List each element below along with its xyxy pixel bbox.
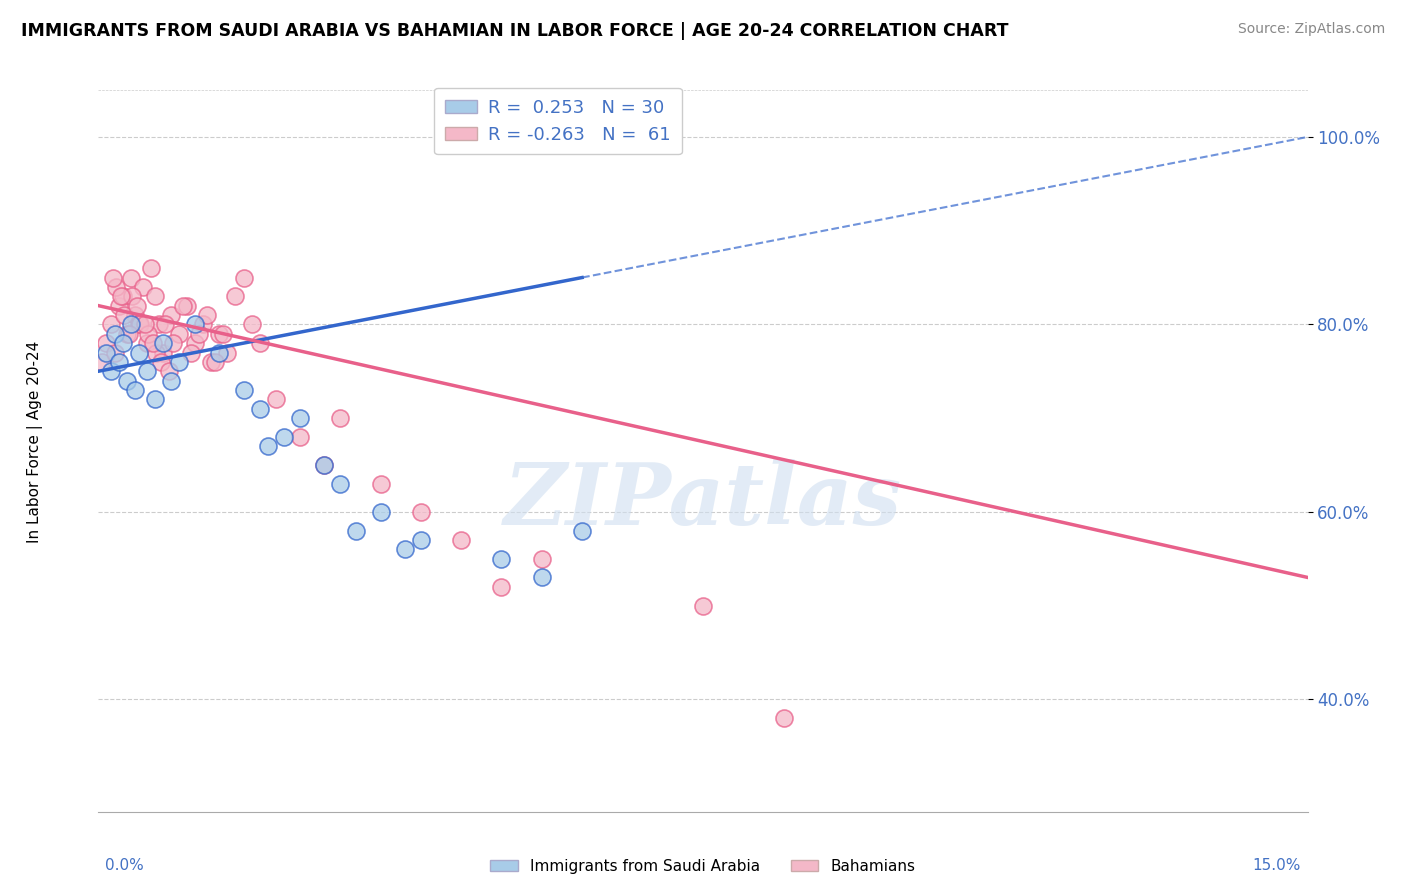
Point xyxy=(96,336,118,351)
Point xyxy=(188,326,211,341)
Point xyxy=(212,326,235,341)
Point xyxy=(160,308,183,322)
Point xyxy=(162,336,184,351)
Point xyxy=(152,345,174,359)
Point xyxy=(217,345,239,359)
Point xyxy=(450,533,472,547)
Point xyxy=(135,336,157,351)
Point xyxy=(101,270,124,285)
Point xyxy=(103,326,125,341)
Text: IMMIGRANTS FROM SAUDI ARABIA VS BAHAMIAN IN LABOR FORCE | AGE 20-24 CORRELATION : IMMIGRANTS FROM SAUDI ARABIA VS BAHAMIAN… xyxy=(21,22,1008,40)
Point xyxy=(115,374,138,388)
Point xyxy=(91,355,114,369)
Point xyxy=(184,336,207,351)
Point xyxy=(409,505,432,519)
Text: 15.0%: 15.0% xyxy=(1253,858,1301,872)
Point xyxy=(139,261,162,276)
Point xyxy=(571,524,593,538)
Point xyxy=(314,458,336,472)
Point xyxy=(100,318,122,332)
Point xyxy=(172,299,194,313)
Point xyxy=(143,289,166,303)
Point xyxy=(132,280,155,294)
Point xyxy=(157,364,180,378)
Point xyxy=(115,326,138,341)
Y-axis label: In Labor Force | Age 20-24: In Labor Force | Age 20-24 xyxy=(27,341,42,542)
Point xyxy=(142,336,165,351)
Point xyxy=(152,336,174,351)
Point xyxy=(134,318,156,332)
Point xyxy=(107,299,129,313)
Point xyxy=(145,345,167,359)
Point xyxy=(530,570,553,584)
Point xyxy=(288,430,311,444)
Point xyxy=(329,411,352,425)
Point xyxy=(370,476,392,491)
Point xyxy=(200,355,222,369)
Point xyxy=(195,308,218,322)
Text: 0.0%: 0.0% xyxy=(105,858,145,872)
Point xyxy=(110,289,132,303)
Point xyxy=(111,289,134,303)
Point xyxy=(100,364,122,378)
Point xyxy=(96,345,118,359)
Point xyxy=(370,505,392,519)
Point xyxy=(232,383,254,397)
Point xyxy=(120,270,142,285)
Point xyxy=(288,411,311,425)
Point xyxy=(249,401,271,416)
Point xyxy=(208,326,231,341)
Point xyxy=(143,392,166,407)
Text: Source: ZipAtlas.com: Source: ZipAtlas.com xyxy=(1237,22,1385,37)
Point xyxy=(329,476,352,491)
Text: ZIPatlas: ZIPatlas xyxy=(503,459,903,542)
Point xyxy=(150,355,173,369)
Point xyxy=(112,308,135,322)
Point xyxy=(160,374,183,388)
Point xyxy=(127,299,149,313)
Point xyxy=(107,355,129,369)
Point xyxy=(491,551,513,566)
Point xyxy=(153,318,176,332)
Point xyxy=(180,345,202,359)
Point xyxy=(118,326,141,341)
Legend: Immigrants from Saudi Arabia, Bahamians: Immigrants from Saudi Arabia, Bahamians xyxy=(484,853,922,880)
Point xyxy=(232,270,254,285)
Point xyxy=(111,336,134,351)
Point xyxy=(204,355,226,369)
Point xyxy=(344,524,367,538)
Point xyxy=(120,318,142,332)
Point xyxy=(103,345,125,359)
Point xyxy=(129,318,152,332)
Point xyxy=(135,364,157,378)
Point xyxy=(273,430,295,444)
Point xyxy=(256,439,278,453)
Point xyxy=(124,308,146,322)
Point xyxy=(124,383,146,397)
Point xyxy=(105,280,128,294)
Point xyxy=(167,355,190,369)
Point xyxy=(167,326,190,341)
Point xyxy=(772,711,794,725)
Point xyxy=(193,318,215,332)
Point xyxy=(208,345,231,359)
Point xyxy=(128,345,150,359)
Point xyxy=(409,533,432,547)
Point xyxy=(249,336,271,351)
Point xyxy=(128,318,150,332)
Point xyxy=(264,392,287,407)
Point xyxy=(491,580,513,594)
Point xyxy=(394,542,416,557)
Point xyxy=(530,551,553,566)
Point xyxy=(138,326,160,341)
Point xyxy=(176,299,198,313)
Point xyxy=(692,599,714,613)
Point xyxy=(224,289,246,303)
Point xyxy=(121,289,143,303)
Point xyxy=(240,318,263,332)
Point xyxy=(314,458,336,472)
Point xyxy=(148,318,170,332)
Legend: R =  0.253   N = 30, R = -0.263   N =  61: R = 0.253 N = 30, R = -0.263 N = 61 xyxy=(434,87,682,154)
Point xyxy=(184,318,207,332)
